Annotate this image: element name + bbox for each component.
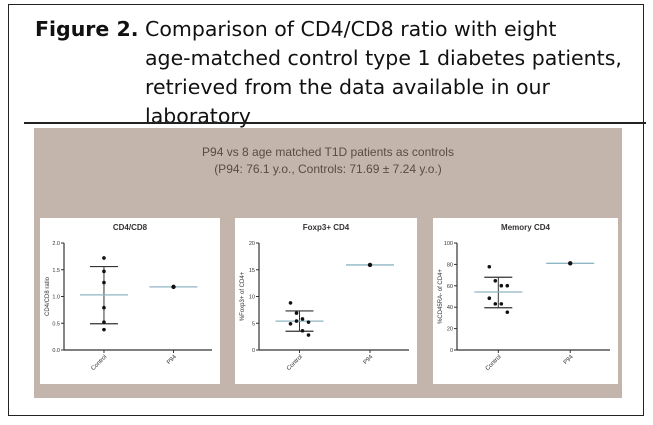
data-point [493,302,498,306]
y-tick-label: 60 [447,284,453,290]
data-point [102,280,106,285]
y-tick-label: 10 [249,295,255,301]
caption-line: retrieved from the data available in our… [145,75,550,128]
caption-line: Comparison of CD4/CD8 ratio with eight [145,17,557,41]
x-tick-label: Control [485,354,503,372]
divider [24,122,646,124]
caption-line: age-matched control type 1 diabetes pati… [145,46,622,70]
data-point [288,321,293,326]
figure-label: Figure 2. [35,17,139,41]
y-tick-label: 1.0 [52,295,60,301]
panel-title-line: P94 vs 8 age matched T1D patients as con… [202,145,454,159]
chart-title: Foxp3+ CD4 [303,223,350,232]
data-point [300,317,305,321]
data-point [505,283,510,288]
data-point [487,296,492,301]
y-tick-label: 100 [444,241,453,247]
data-point [288,301,293,305]
p94-point [171,284,176,290]
data-point [102,305,106,310]
x-tick-label: P94 [363,354,375,366]
x-tick-label: P94 [563,354,575,366]
x-tick-label: Control [90,354,108,372]
figure-caption: Figure 2. Comparison of CD4/CD8 ratio wit… [35,15,643,131]
p94-point [568,261,573,266]
y-axis-label: %Foxp3+ of CD4+ [240,271,246,321]
y-tick-label: 0 [252,348,255,354]
y-tick-label: 20 [249,241,255,247]
panel-title-line: (P94: 76.1 y.o., Controls: 71.69 ± 7.24 … [214,162,442,176]
panel-title: P94 vs 8 age matched T1D patients as con… [34,144,622,178]
data-point [487,264,492,269]
data-point [499,283,504,288]
y-tick-label: 15 [249,268,255,274]
y-tick-label: 5 [252,321,255,327]
data-point [102,256,106,260]
chart-title: CD4/CD8 [113,223,148,232]
y-axis-label: CD4/CD8 ratio [45,276,51,316]
y-tick-label: 80 [447,262,453,268]
data-point [306,333,311,337]
data-point [493,278,498,283]
chart-cd4-cd8: CD4/CD8 CD4/CD8 ratio 0.0 0.5 1.0 1.5 2.0 Contr… [40,218,220,384]
y-tick-label: 20 [447,327,453,333]
p94-point [367,262,373,268]
y-axis-label: %CD45RA- of CD4+ [438,269,444,324]
y-tick-label: 1.5 [52,268,60,274]
chart-foxp3: Foxp3+ CD4 %Foxp3+ of CD4+ 0 5 10 15 20 Control… [235,218,417,384]
x-tick-label: P94 [166,354,178,366]
y-tick-label: 0.0 [52,348,60,354]
y-tick-label: 0 [450,348,453,354]
data-point [102,320,106,324]
data-point [306,320,311,324]
data-point [102,269,106,274]
y-tick-label: 2.0 [52,241,60,247]
chart-memory: Memory CD4 %CD45RA- of CD4+ 0 20 40 60 80 100 Co… [433,218,618,384]
data-point [505,310,510,315]
figure-panel: P94 vs 8 age matched T1D patients as con… [34,128,622,398]
data-point [102,327,106,332]
data-point [499,302,504,306]
x-tick-label: Control [286,354,304,372]
data-point [294,311,299,315]
chart-svg: Foxp3+ CD4 %Foxp3+ of CD4+ 0 5 10 15 20 Control… [240,223,409,372]
data-point [294,319,299,323]
chart-svg: Memory CD4 %CD45RA- of CD4+ 0 20 40 60 80 100 Co… [438,223,610,372]
y-tick-label: 40 [447,305,453,311]
chart-svg: CD4/CD8 CD4/CD8 ratio 0.0 0.5 1.0 1.5 2.0 Contr… [45,223,212,372]
chart-title: Memory CD4 [501,223,550,232]
y-tick-label: 0.5 [52,321,60,327]
data-point [300,328,305,333]
